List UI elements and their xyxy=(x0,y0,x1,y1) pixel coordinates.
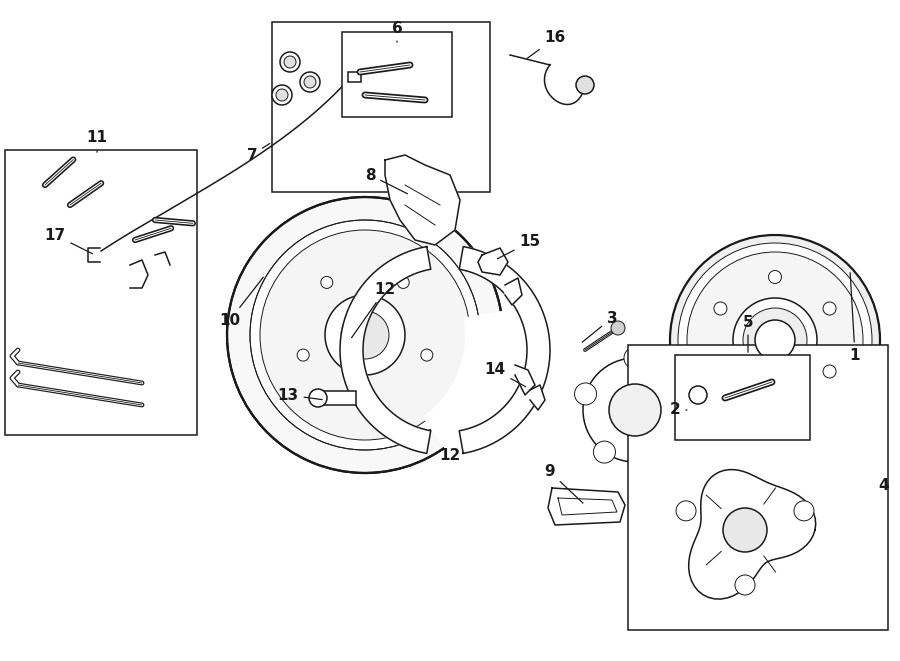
Circle shape xyxy=(769,397,781,410)
Polygon shape xyxy=(340,247,431,453)
Polygon shape xyxy=(688,469,815,599)
Text: 2: 2 xyxy=(670,403,687,418)
Text: 6: 6 xyxy=(392,20,402,42)
Circle shape xyxy=(670,235,880,445)
Circle shape xyxy=(678,243,872,437)
Circle shape xyxy=(359,394,371,406)
Circle shape xyxy=(260,230,470,440)
Circle shape xyxy=(723,508,767,552)
Bar xyxy=(5,150,197,435)
Polygon shape xyxy=(515,365,535,395)
Polygon shape xyxy=(505,278,522,305)
Polygon shape xyxy=(459,247,550,453)
Bar xyxy=(348,72,361,82)
Circle shape xyxy=(227,197,503,473)
Circle shape xyxy=(755,320,795,360)
Circle shape xyxy=(583,358,687,462)
Circle shape xyxy=(576,76,594,94)
Text: 8: 8 xyxy=(364,167,408,194)
Polygon shape xyxy=(385,155,460,245)
Text: 15: 15 xyxy=(498,235,541,258)
Circle shape xyxy=(654,441,677,463)
Circle shape xyxy=(341,311,389,359)
Circle shape xyxy=(300,72,320,92)
Circle shape xyxy=(276,89,288,101)
Circle shape xyxy=(624,347,646,369)
Text: 12: 12 xyxy=(439,447,461,463)
Circle shape xyxy=(714,302,727,315)
Circle shape xyxy=(769,270,781,284)
Circle shape xyxy=(272,85,292,105)
Bar xyxy=(342,32,452,117)
Text: 7: 7 xyxy=(247,143,270,163)
Polygon shape xyxy=(478,248,508,275)
Text: 1: 1 xyxy=(850,273,860,362)
Bar xyxy=(628,345,888,630)
Text: 9: 9 xyxy=(544,465,583,503)
Polygon shape xyxy=(548,488,625,525)
Circle shape xyxy=(673,383,696,405)
Circle shape xyxy=(320,276,333,288)
Circle shape xyxy=(733,298,817,382)
Bar xyxy=(272,22,490,192)
Circle shape xyxy=(743,308,807,372)
Text: 11: 11 xyxy=(86,130,107,152)
Circle shape xyxy=(689,386,707,404)
Circle shape xyxy=(280,52,300,72)
Polygon shape xyxy=(530,385,545,410)
Circle shape xyxy=(574,383,597,405)
Circle shape xyxy=(309,389,327,407)
Bar xyxy=(318,391,356,405)
Circle shape xyxy=(284,56,296,68)
Text: 5: 5 xyxy=(742,315,753,352)
Circle shape xyxy=(609,384,661,436)
Circle shape xyxy=(250,220,480,450)
Text: 10: 10 xyxy=(220,277,264,327)
Circle shape xyxy=(824,365,836,378)
Circle shape xyxy=(297,349,310,361)
Text: 14: 14 xyxy=(484,362,526,387)
Text: 13: 13 xyxy=(277,387,322,403)
Text: 4: 4 xyxy=(878,477,888,492)
Circle shape xyxy=(687,252,863,428)
Circle shape xyxy=(593,441,616,463)
Circle shape xyxy=(611,321,625,335)
Text: 3: 3 xyxy=(582,311,617,342)
Circle shape xyxy=(794,501,814,521)
Circle shape xyxy=(824,302,836,315)
Text: 17: 17 xyxy=(44,227,93,254)
Circle shape xyxy=(325,295,405,375)
Text: 12: 12 xyxy=(352,282,396,338)
Circle shape xyxy=(676,501,696,521)
Bar xyxy=(675,355,810,440)
Text: 16: 16 xyxy=(527,30,565,58)
Circle shape xyxy=(714,365,727,378)
Wedge shape xyxy=(422,311,507,451)
Circle shape xyxy=(735,575,755,595)
Circle shape xyxy=(421,349,433,361)
Circle shape xyxy=(304,76,316,88)
Circle shape xyxy=(397,276,410,288)
